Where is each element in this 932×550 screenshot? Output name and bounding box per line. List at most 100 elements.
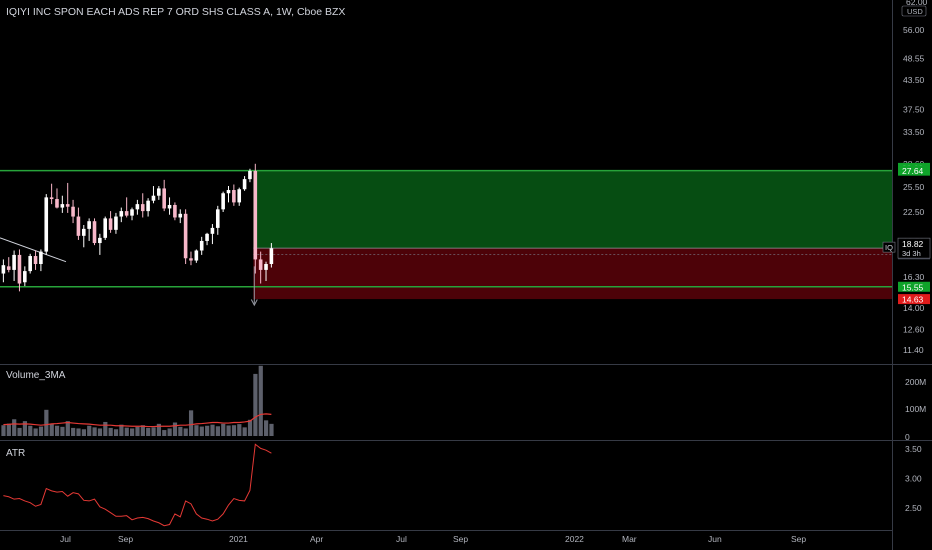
candle-body [98,237,102,244]
volume-bar [226,425,231,436]
atr-line [3,443,272,527]
price-tick-label: 14.00 [903,303,925,313]
candle-body [119,211,124,217]
volume-bar [205,425,210,436]
candle-body [167,204,172,209]
candle-body [151,195,156,201]
candle-body [114,216,118,230]
volume-bar [130,428,135,436]
candle-body [71,206,75,217]
candle-body [108,218,113,230]
volume-bar [264,420,269,436]
level-badge [898,165,930,176]
candle-body [92,221,97,244]
volume-bar [54,425,60,436]
time-tick-label: 2022 [565,534,584,544]
volume-bar [135,426,140,436]
candle-body [199,240,204,251]
candle-body [210,227,215,234]
volume-bar [38,426,44,436]
arrow-head [250,299,258,307]
volume-bar [258,365,263,436]
candle-body [60,204,65,208]
candle-body [269,248,274,265]
volume-tick-label: 100M [905,404,926,414]
volume-bar [162,430,167,436]
candle-body [232,190,236,203]
level-badge-label: 15.55 [902,282,924,292]
volume-bar [269,423,274,436]
last-price-label: 18.82 [902,239,924,249]
volume-bar [1,425,6,436]
candle-body [28,256,32,272]
level-badge-label: 27.64 [902,166,924,176]
volume-bar [167,428,172,436]
chart-title: IQIYI INC SPON EACH ADS REP 7 ORD SHS CL… [6,6,346,18]
volume-bar [178,426,183,436]
candle-body [194,250,199,261]
volume-bar [247,419,253,436]
time-tick-label: Mar [622,534,637,544]
volume-bar [81,429,86,436]
candle-body [1,265,6,274]
price-tick-label: 25.50 [903,182,925,192]
candle-body [124,211,129,216]
candle-body [221,193,225,210]
candle-body [226,190,231,194]
candle-body [130,209,134,216]
price-tick-label: 48.55 [903,53,925,63]
candle-body [17,254,22,284]
volume-bar [87,425,92,436]
candle-body [81,228,86,236]
time-tick-label: 2021 [229,534,248,544]
candle-body [87,221,91,229]
volume-pane-label: Volume_3MA [6,370,66,381]
volume-bar [71,427,76,436]
volume-bar [253,373,258,436]
volume-bar [146,427,151,436]
volume-bar [188,410,194,436]
candle-body [162,188,166,209]
volume-bar [215,426,220,436]
volume-bar [108,427,113,436]
atr-pane-label: ATR [6,448,26,459]
candle-body [103,218,108,238]
price-tick-label: 43.50 [903,75,925,85]
price-tick-label: 56.00 [903,25,925,35]
candle-body [173,204,177,218]
candle-body [55,199,59,208]
candle-body [65,204,70,207]
candle-body [237,189,242,203]
candle-body [215,209,220,228]
volume-bar [172,422,178,436]
candle-body [183,213,188,259]
candle-body [178,213,183,218]
last-price-badge [897,237,931,259]
level-badge [898,281,930,292]
volume-bar [92,427,97,436]
volume-bar [17,427,22,436]
candle-body [12,254,16,270]
volume-bar [151,427,156,436]
volume-bar [49,423,54,436]
candle-body [248,170,252,180]
volume-bar [124,427,129,436]
volume-bar [44,409,49,436]
volume-tick-label: 0 [905,432,910,442]
currency-label: USD [907,7,923,16]
candle-body [253,170,258,260]
volume-bar [12,419,17,436]
volume-bar [231,425,237,436]
symbol-tag-label: IQ [885,243,893,252]
candle-body [39,251,43,265]
candle-body [242,179,247,190]
profit-zone [253,170,893,249]
candle-body [205,233,209,241]
candle-body [264,264,268,270]
volume-bar [183,428,188,436]
candle-body [140,204,145,212]
volume-bar [119,424,124,436]
countdown-label: 3d 3h [902,249,921,258]
symbol-tag-box [882,241,896,253]
